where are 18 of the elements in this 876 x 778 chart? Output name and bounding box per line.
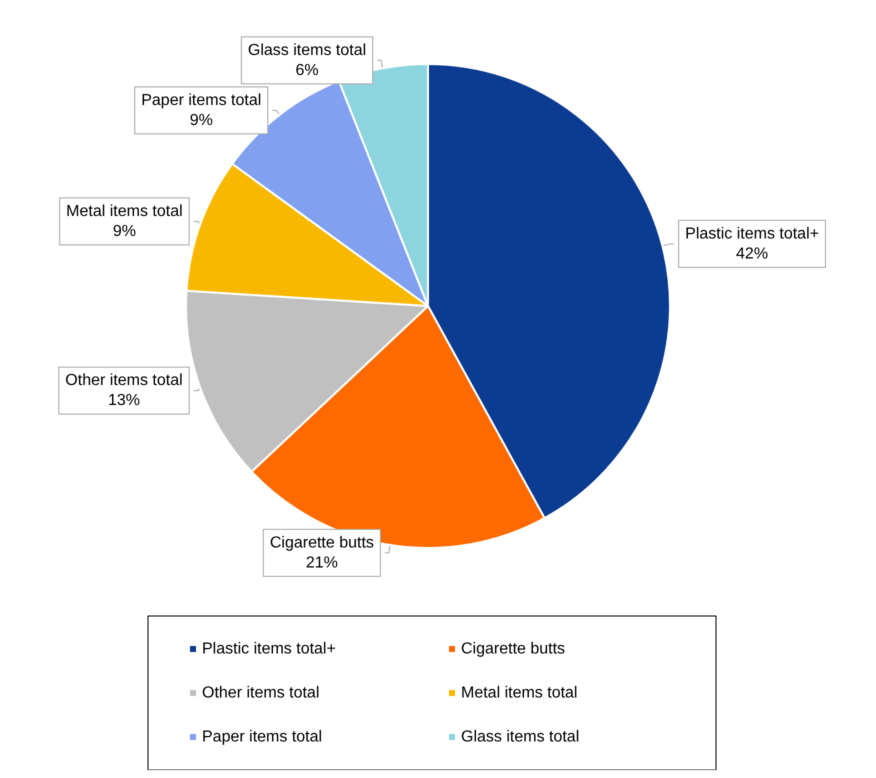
legend-label: Glass items total bbox=[461, 728, 580, 746]
legend-label: Plastic items total+ bbox=[202, 640, 336, 658]
legend-label: Other items total bbox=[202, 684, 320, 702]
data-label: 42% bbox=[736, 245, 768, 262]
slice-label: Cigarette butts bbox=[270, 534, 374, 552]
legend-label: Cigarette butts bbox=[461, 640, 566, 658]
data-label: 9% bbox=[190, 112, 213, 129]
data-label: 21% bbox=[306, 554, 338, 572]
data-label: 9% bbox=[112, 222, 136, 240]
data-label: 6% bbox=[295, 62, 319, 79]
slice-label: Plastic items total+ bbox=[685, 225, 819, 242]
data-label: 13% bbox=[108, 392, 140, 410]
slice-label: Paper items total bbox=[141, 92, 262, 109]
legend-label: Metal items total bbox=[461, 684, 578, 702]
slice-label: Metal items total bbox=[66, 202, 183, 220]
legend-label: Paper items total bbox=[202, 728, 322, 746]
slice-label: Glass items total bbox=[248, 42, 366, 59]
slice-label: Other items total bbox=[65, 372, 183, 390]
